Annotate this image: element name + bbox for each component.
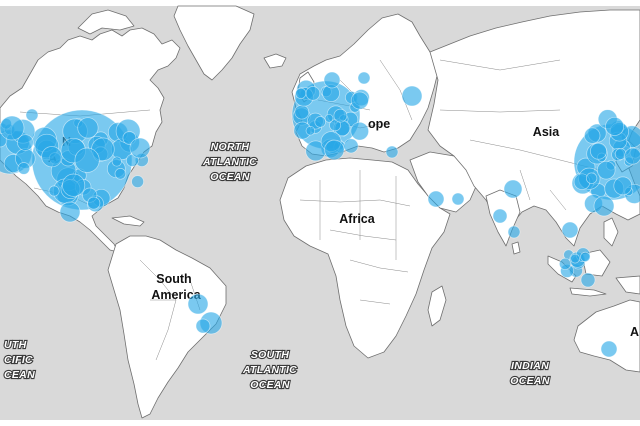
map-bubble-west-coast[interactable] — [25, 108, 39, 122]
continent-label-south-america: South — [156, 272, 191, 286]
map-bubble-europe[interactable] — [305, 126, 316, 136]
ocean-label-south-pacific-line: CEAN — [4, 369, 35, 381]
map-bubble-middle-east[interactable] — [385, 145, 399, 159]
map-bubble-east-asia[interactable] — [584, 127, 601, 144]
landmass-iceland — [263, 53, 287, 69]
map-bubble-north-america[interactable] — [59, 201, 81, 223]
map-bubble-north-america[interactable] — [111, 156, 122, 167]
ocean-label-south-atlantic-line: ATLANTIC — [242, 364, 297, 376]
border-asia — [439, 59, 601, 211]
continent-label-africa: Africa — [339, 212, 375, 226]
ocean-label-south-pacific-line: CIFIC — [4, 354, 33, 366]
map-bubble-southeast-asia[interactable] — [580, 251, 591, 263]
landmass-greenland — [173, 5, 255, 81]
map-bubble-southeast-asia[interactable] — [559, 257, 572, 270]
landmass-canada-north — [77, 9, 135, 35]
map-bubble-north-america[interactable] — [62, 173, 86, 197]
ocean-label-south-pacific: UTH CIFIC CEAN — [3, 338, 36, 382]
map-bubble-europe[interactable] — [357, 71, 371, 85]
ocean-label-indian-line: OCEAN — [510, 375, 550, 387]
continent-label-europe: ope — [368, 117, 390, 131]
map-bubble-europe[interactable] — [305, 86, 321, 101]
map-bubble-east-asia[interactable] — [585, 172, 598, 184]
map-bubble-north-america[interactable] — [87, 196, 101, 210]
border-africa — [299, 170, 411, 305]
continent-label-australia: A — [630, 325, 639, 339]
map-bubble-middle-east[interactable] — [451, 192, 465, 206]
ocean-label-indian-line: INDIAN — [511, 360, 549, 372]
map-bubble-east-asia[interactable] — [593, 195, 615, 217]
ocean-label-north-atlantic-line: NORTH — [211, 141, 250, 153]
map-bubble-europe[interactable] — [323, 71, 341, 89]
map-bubble-europe[interactable] — [350, 91, 369, 110]
map-bubble-europe[interactable] — [324, 139, 345, 161]
ocean-label-north-atlantic-line: OCEAN — [210, 171, 250, 183]
ocean-label-south-atlantic: SOUTH ATLANTIC OCEAN — [241, 348, 298, 392]
map-bubble-europe[interactable] — [324, 113, 334, 123]
continent-label-south-america-2: America — [151, 288, 201, 302]
landmass-south-america — [107, 235, 227, 419]
map-bubble-europe[interactable] — [343, 138, 359, 154]
map-bubble-north-america[interactable] — [77, 117, 99, 139]
map-bubble-east-asia[interactable] — [590, 142, 607, 160]
map-bubble-east-asia[interactable] — [605, 116, 625, 136]
landmass-java — [569, 287, 607, 297]
landmass-madagascar — [427, 285, 447, 327]
map-bubble-europe[interactable] — [295, 87, 307, 99]
ocean-label-indian: INDIAN OCEAN — [509, 359, 550, 388]
ocean-label-north-atlantic-line: ATLANTIC — [202, 156, 257, 168]
landmass-caribbean — [111, 215, 145, 227]
map-bubble-north-america[interactable] — [129, 137, 151, 159]
map-bubble-west-coast[interactable] — [17, 162, 31, 175]
ocean-label-north-atlantic: NORTH ATLANTIC OCEAN — [201, 140, 258, 184]
map-bubble-north-america[interactable] — [131, 175, 144, 188]
map-bubble-australia[interactable] — [600, 340, 618, 358]
landmass-africa — [279, 157, 451, 359]
map-bubble-europe[interactable] — [333, 108, 348, 123]
ocean-label-south-atlantic-line: SOUTH — [251, 349, 289, 361]
map-bubble-west-coast[interactable] — [0, 115, 25, 141]
map-bubble-southeast-asia[interactable] — [580, 272, 596, 288]
map-bubble-north-america[interactable] — [48, 185, 60, 197]
map-bubble-east-asia[interactable] — [624, 147, 640, 165]
map-bubble-europe[interactable] — [294, 104, 310, 120]
map-bubble-india[interactable] — [507, 225, 521, 239]
landmass-sri-lanka — [511, 241, 521, 255]
map-bubble-india[interactable] — [492, 208, 508, 224]
map-bubble-europe[interactable] — [350, 121, 369, 141]
map-bubble-north-america[interactable] — [114, 168, 127, 180]
map-bubble-middle-east[interactable] — [427, 190, 445, 208]
ocean-label-south-pacific-line: UTH — [4, 339, 27, 351]
continent-label-asia: Asia — [533, 125, 560, 139]
landmass-philippines — [603, 217, 619, 247]
map-bubble-south-america[interactable] — [187, 293, 209, 315]
map-bubble-east-asia[interactable] — [596, 160, 616, 180]
bubbles-layer — [0, 71, 640, 358]
map-bubble-north-america[interactable] — [74, 147, 100, 173]
map-bubble-southeast-asia[interactable] — [570, 253, 580, 264]
map-bubble-east-asia[interactable] — [613, 176, 633, 196]
map-bubble-europe[interactable] — [314, 116, 326, 128]
map-bubble-west-coast[interactable] — [17, 134, 34, 151]
labels-layer: NASouthAmericaAfricaopeAsiaANORTHATLANTI… — [3, 117, 639, 392]
map-bubble-southeast-asia[interactable] — [561, 221, 579, 239]
landmass-new-guinea — [615, 275, 640, 295]
map-bubble-north-america[interactable] — [41, 146, 63, 168]
landmass-australia — [573, 299, 640, 373]
map-bubble-india[interactable] — [503, 179, 523, 199]
map-bubble-russia[interactable] — [401, 85, 423, 107]
map-bubble-south-america[interactable] — [195, 318, 211, 334]
ocean-label-south-atlantic-line: OCEAN — [250, 379, 290, 391]
